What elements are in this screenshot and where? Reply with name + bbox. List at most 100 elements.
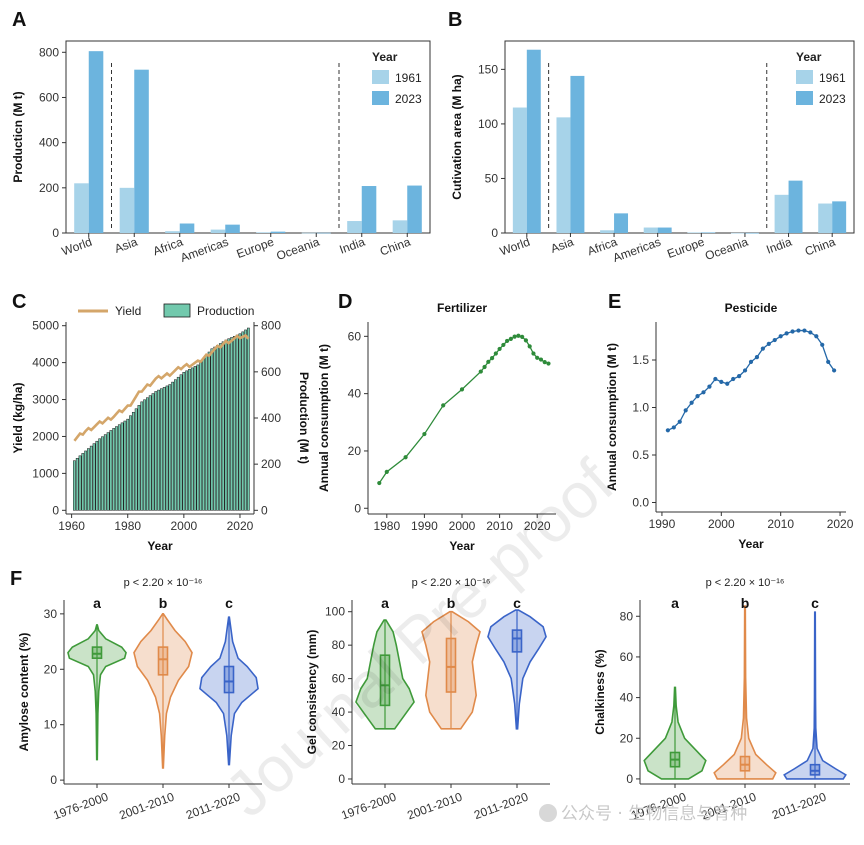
wechat-icon	[539, 804, 557, 822]
x-tick-label: China	[803, 235, 838, 259]
significance-letter: b	[159, 595, 168, 611]
x-tick-label: India	[338, 235, 368, 257]
production-bar-1996	[171, 381, 174, 511]
panel-E: 0.0 0.5 1.0 1.5 1990 2000 2010 2020 Annual consu…	[605, 301, 854, 551]
x-axis-title: Year	[147, 539, 173, 553]
production-bar-1985	[140, 401, 144, 511]
production-bar-2001	[185, 370, 189, 511]
production-bar-2021	[241, 331, 245, 511]
y-axis-title: Annual consumption (M t)	[605, 343, 619, 491]
data-point	[520, 334, 525, 340]
production-bar-1966	[87, 448, 90, 511]
production-bar-1964	[81, 453, 85, 511]
y-tick-label: 150	[478, 62, 498, 76]
data-point	[523, 338, 529, 343]
legend-swatch-production	[163, 303, 191, 318]
production-bar-1975	[112, 428, 116, 511]
production-bar-2016	[227, 338, 231, 511]
panel-F2: 0 20 40 60 80 100 Gel consistency (mm) p < 2.20…	[305, 577, 550, 822]
production-bar-2014	[221, 341, 225, 511]
data-point	[512, 334, 517, 339]
data-point	[542, 360, 547, 365]
production-bar-2013	[218, 343, 222, 511]
significance-letter: c	[811, 595, 819, 611]
bar-1961-Africa	[165, 231, 180, 233]
wechat-caption-text: 公众号 · 生物信息与育种	[561, 804, 747, 824]
data-point	[748, 359, 754, 364]
data-point	[683, 408, 688, 413]
bar-2023-Europe	[270, 231, 286, 233]
data-point	[403, 455, 408, 460]
x-tick-label: 2001-2010	[405, 790, 464, 823]
legend-label: 1961	[819, 71, 846, 85]
production-bar-1965	[84, 450, 88, 511]
production-bar-1991	[157, 389, 160, 511]
data-point	[826, 359, 831, 364]
data-point	[725, 381, 730, 386]
production-bar-1997	[174, 379, 177, 511]
production-bar-1984	[137, 405, 141, 511]
bar-1961-China	[818, 203, 833, 233]
data-point	[501, 342, 506, 348]
production-bar-2023	[247, 327, 250, 511]
y-tick-label: 30	[44, 607, 58, 621]
x-tick-label: World	[498, 235, 532, 259]
data-point	[665, 428, 670, 433]
y-tick-label: 40	[332, 705, 346, 719]
significance-letter: a	[381, 595, 389, 611]
boxplot-box	[809, 763, 821, 776]
x-tick-label: 2010	[767, 517, 794, 531]
data-point	[766, 341, 771, 346]
journal-watermark: Journal Pre-proof	[211, 446, 627, 831]
x-tick-label: Oceania	[703, 235, 750, 264]
bar-2023-Africa	[614, 213, 629, 233]
plot-frame	[65, 40, 431, 234]
panel-label-d: D	[338, 291, 352, 313]
production-bar-1982	[131, 411, 135, 511]
production-bar-1999	[179, 374, 183, 511]
production-bar-2010	[210, 348, 214, 511]
data-point	[790, 329, 795, 334]
bar-1961-Asia	[556, 117, 571, 233]
bar-1961-India	[347, 221, 362, 233]
x-tick-label: 2020	[524, 519, 551, 533]
production-bar-2011	[213, 346, 217, 511]
production-bar-2005	[196, 364, 200, 511]
production-bar-1981	[129, 415, 132, 511]
data-point	[508, 336, 513, 342]
significance-letter: b	[741, 595, 750, 611]
y-tick-label: 0	[491, 226, 498, 240]
y-tick-label: 1.5	[632, 353, 649, 367]
panel-title: Pesticide	[725, 301, 778, 315]
data-point	[671, 425, 676, 430]
y-tick-label: 60	[348, 329, 362, 343]
data-point	[527, 344, 532, 349]
legend-swatch-1961	[796, 70, 813, 84]
data-point	[737, 374, 742, 379]
data-point	[531, 351, 536, 356]
data-point	[505, 338, 510, 344]
legend-label: 1961	[395, 71, 422, 85]
legend-label: 2023	[395, 92, 422, 106]
panel-label-c: C	[12, 291, 26, 313]
data-point	[482, 364, 487, 370]
bar-2023-India	[361, 186, 377, 233]
data-point	[497, 346, 502, 352]
production-bar-2015	[224, 339, 228, 511]
production-bar-1970	[98, 438, 102, 511]
production-bar-1971	[101, 436, 104, 511]
data-point	[695, 394, 700, 399]
x-tick-label: 2020	[827, 517, 854, 531]
legend-title: Year	[796, 50, 822, 64]
production-bar-2006	[199, 361, 203, 511]
bar-1961-Europe	[256, 232, 271, 233]
y-tick-label: 1.0	[632, 401, 649, 415]
y-tick-label: 200	[261, 457, 281, 471]
legend-title: Year	[372, 50, 398, 64]
panel-title: Fertilizer	[437, 301, 487, 315]
legend-label: Yield	[115, 304, 141, 318]
y-tick-label: 0.5	[632, 448, 649, 462]
data-point	[422, 431, 427, 437]
significance-letter: c	[225, 595, 233, 611]
